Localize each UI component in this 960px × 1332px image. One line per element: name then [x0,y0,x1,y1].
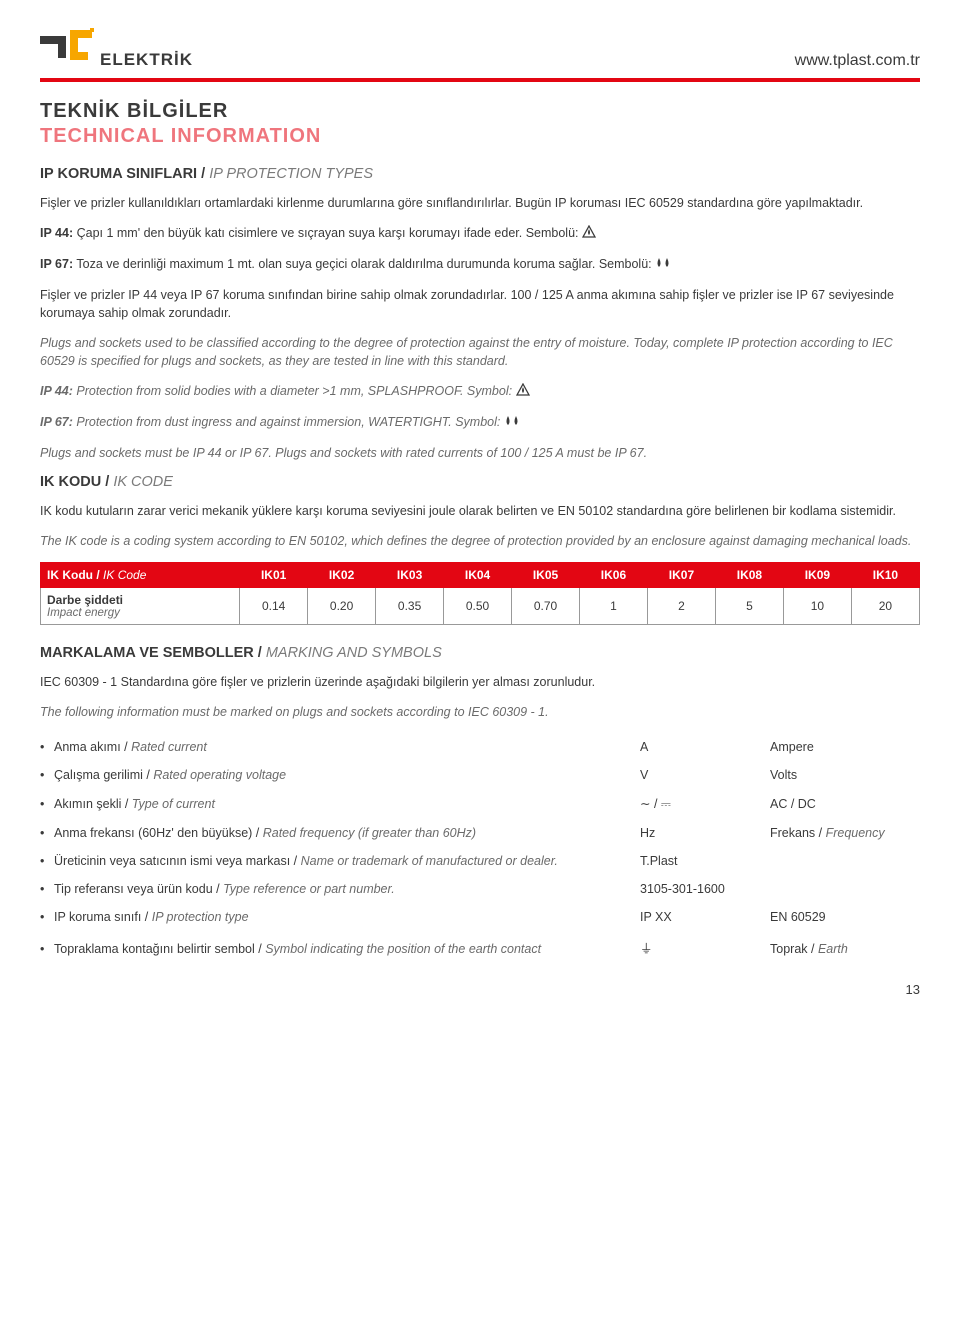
ip67-text: Toza ve derinliği maximum 1 mt. olan suy… [73,257,655,271]
ip-intro-tr: Fişler ve prizler kullanıldıkları ortaml… [40,194,920,212]
marking-label: Tip referansı veya ürün kodu / Type refe… [54,882,640,896]
marking-list: •Anma akımı / Rated currentAAmpere•Çalış… [40,733,920,964]
page-title-en: TECHNICAL INFORMATION [40,125,920,148]
ip-requirement-en: Plugs and sockets must be IP 44 or IP 67… [40,444,920,462]
marking-symbol: ∼ / ⎓ [640,796,770,812]
ip44-en: IP 44: Protection from solid bodies with… [40,382,920,401]
double-drop-icon [504,414,522,432]
logo: ELEKTRİK [40,28,193,70]
marking-item: •Anma frekansı (60Hz' den büyükse) / Rat… [40,819,920,847]
marking-label: Üreticinin veya satıcının ismi veya mark… [54,854,640,868]
marking-intro-tr: IEC 60309 - 1 Standardına göre fişler ve… [40,673,920,691]
ik-col: IK03 [376,563,444,588]
marking-symbol: T.Plast [640,854,770,868]
ip67-tr: IP 67: Toza ve derinliği maximum 1 mt. o… [40,255,920,274]
ik-cell: 0.20 [308,588,376,625]
marking-unit: AC / DC [770,797,920,811]
marking-unit: Volts [770,768,920,782]
ik-col: IK05 [512,563,580,588]
ik-heading-tr: IK KODU [40,474,101,490]
page-header: ELEKTRİK www.tplast.com.tr [40,28,920,82]
ip44-text: Çapı 1 mm' den büyük katı cisimlere ve s… [73,226,582,240]
page-title-tr: TEKNİK BİLGİLER [40,100,920,123]
marking-symbol: IP XX [640,910,770,924]
ik-cell: 1 [580,588,648,625]
marking-unit: Toprak / Earth [770,942,920,956]
marking-label: Çalışma gerilimi / Rated operating volta… [54,768,640,782]
marking-symbol: 3105-301-1600 [640,882,770,896]
ip67-en-label: IP 67: [40,415,73,429]
marking-symbol: A [640,740,770,754]
marking-section-heading: MARKALAMA VE SEMBOLLER / MARKING AND SYM… [40,645,920,661]
marking-unit: Frekans / Frequency [770,826,920,840]
ik-intro-en: The IK code is a coding system according… [40,532,920,550]
ip44-en-label: IP 44: [40,384,73,398]
ip44-label: IP 44: [40,226,73,240]
ik-cell: 20 [851,588,919,625]
ip-section-heading: IP KORUMA SINIFLARI / IP PROTECTION TYPE… [40,166,920,182]
ik-col: IK04 [444,563,512,588]
marking-intro-en: The following information must be marked… [40,703,920,721]
ik-cell: 0.70 [512,588,580,625]
ik-cell: 0.50 [444,588,512,625]
marking-item: •Üreticinin veya satıcının ismi veya mar… [40,847,920,875]
ik-col: IK08 [715,563,783,588]
marking-label: Topraklama kontağını belirtir sembol / S… [54,942,640,956]
marking-label: Akımın şekli / Type of current [54,797,640,811]
ik-col: IK07 [647,563,715,588]
ik-cell: 10 [783,588,851,625]
marking-item: •Çalışma gerilimi / Rated operating volt… [40,761,920,789]
double-drop-icon [655,256,673,274]
ik-col: IK06 [580,563,648,588]
ik-cell: 0.35 [376,588,444,625]
logo-mark [40,28,96,70]
ik-cell: 5 [715,588,783,625]
ik-intro-tr: IK kodu kutuların zarar verici mekanik y… [40,502,920,520]
ik-col-header: IK Kodu / IK Code [41,563,240,588]
logo-text: ELEKTRİK [100,50,193,70]
ip44-tr: IP 44: Çapı 1 mm' den büyük katı cisimle… [40,224,920,243]
marking-item: •Akımın şekli / Type of current∼ / ⎓AC /… [40,789,920,819]
ip-requirement-tr: Fişler ve prizler IP 44 veya IP 67 korum… [40,286,920,322]
ik-col: IK01 [240,563,308,588]
ip-heading-tr: IP KORUMA SINIFLARI [40,166,197,182]
ik-col: IK10 [851,563,919,588]
ik-col: IK02 [308,563,376,588]
ip-intro-en: Plugs and sockets used to be classified … [40,334,920,370]
marking-heading-tr: MARKALAMA VE SEMBOLLER [40,645,254,661]
ik-cell: 2 [647,588,715,625]
ip67-label: IP 67: [40,257,73,271]
triangle-drop-icon [582,225,596,243]
page-number: 13 [40,982,920,997]
marking-unit: EN 60529 [770,910,920,924]
marking-item: •Topraklama kontağını belirtir sembol / … [40,931,920,964]
marking-item: •IP koruma sınıfı / IP protection typeIP… [40,903,920,931]
ip44-en-text: Protection from solid bodies with a diam… [73,384,516,398]
ip67-en-text: Protection from dust ingress and against… [73,415,504,429]
triangle-drop-icon [516,383,530,401]
ik-heading-en: IK CODE [113,474,173,490]
marking-heading-en: MARKING AND SYMBOLS [266,645,442,661]
marking-item: •Anma akımı / Rated currentAAmpere [40,733,920,761]
ip67-en: IP 67: Protection from dust ingress and … [40,413,920,432]
ik-col: IK09 [783,563,851,588]
marking-symbol: Hz [640,826,770,840]
ik-row-label: Darbe şiddetiImpact energy [41,588,240,625]
ip-heading-en: IP PROTECTION TYPES [209,166,373,182]
ik-table: IK Kodu / IK CodeIK01IK02IK03IK04IK05IK0… [40,562,920,625]
marking-item: •Tip referansı veya ürün kodu / Type ref… [40,875,920,903]
website-url: www.tplast.com.tr [795,52,920,70]
marking-label: Anma frekansı (60Hz' den büyükse) / Rate… [54,826,640,840]
marking-symbol: ⏚ [640,938,770,957]
marking-label: IP koruma sınıfı / IP protection type [54,910,640,924]
marking-unit: Ampere [770,740,920,754]
marking-label: Anma akımı / Rated current [54,740,640,754]
ik-cell: 0.14 [240,588,308,625]
ik-section-heading: IK KODU / IK CODE [40,474,920,490]
marking-symbol: V [640,768,770,782]
